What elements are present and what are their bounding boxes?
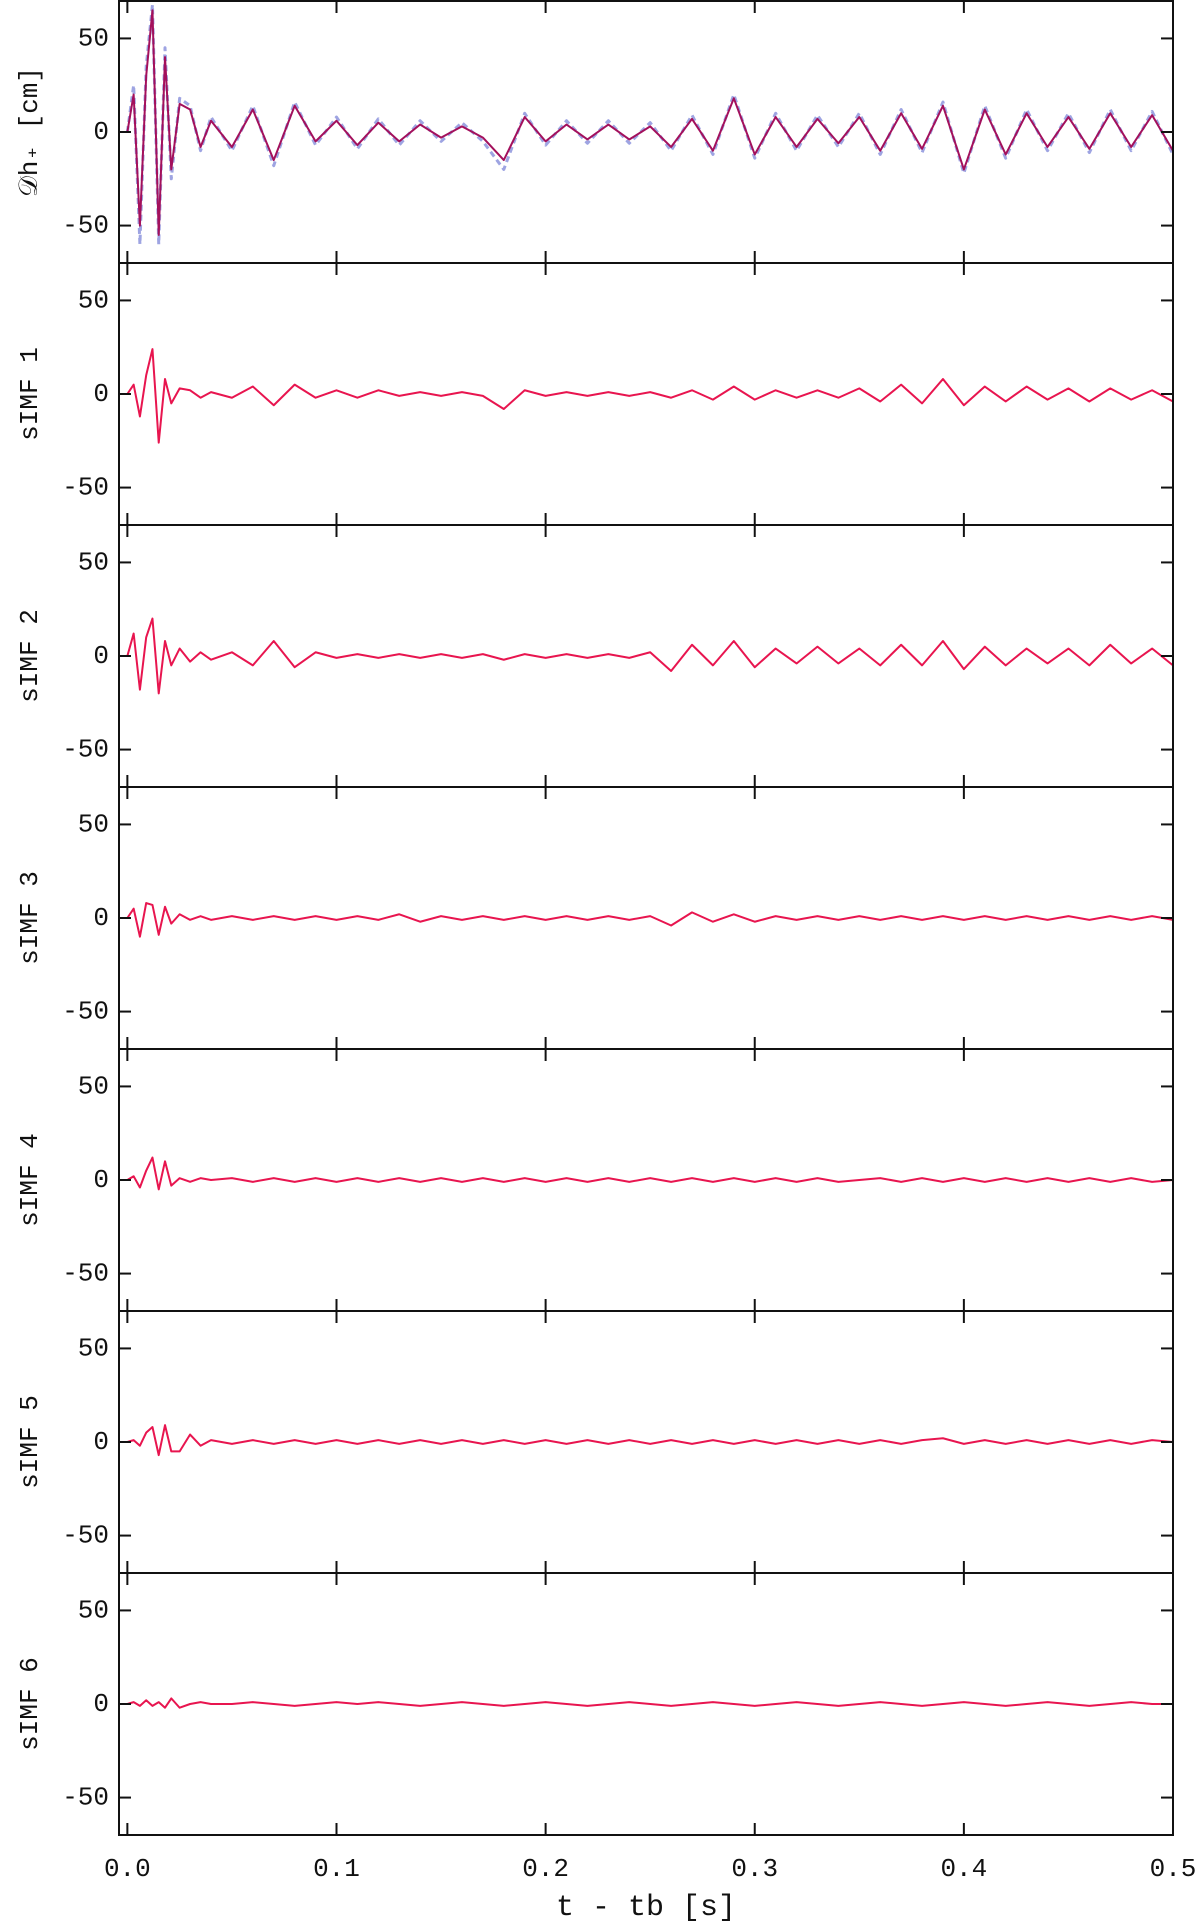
y-tick-label: 0 xyxy=(93,641,109,671)
y-tick-label: -50 xyxy=(62,734,109,764)
x-tick-label: 0.4 xyxy=(940,1854,987,1884)
x-tick-label: 0.0 xyxy=(104,1854,151,1884)
y-tick-label: 0 xyxy=(93,903,109,933)
y-tick-label: -50 xyxy=(62,1782,109,1812)
panel-frame xyxy=(118,0,1174,264)
y-axis-label: sIMF 6 xyxy=(15,1657,45,1751)
y-tick-label: 50 xyxy=(78,23,109,53)
line xyxy=(126,348,1173,444)
y-tick-label: 0 xyxy=(93,1689,109,1719)
panel-frame xyxy=(118,524,1174,788)
x-tick-label: 0.1 xyxy=(313,1854,360,1884)
x-tick-label: 0.3 xyxy=(731,1854,778,1884)
line xyxy=(127,1697,1173,1709)
y-tick-label: 0 xyxy=(93,379,109,409)
y-axis-label: sIMF 5 xyxy=(15,1395,45,1489)
y-tick-label: 50 xyxy=(78,1595,109,1625)
y-tick-label: 50 xyxy=(78,547,109,577)
x-tick-label: 0.5 xyxy=(1150,1854,1197,1884)
y-tick-label: -50 xyxy=(62,210,109,240)
line xyxy=(126,902,1173,938)
line xyxy=(126,617,1173,695)
y-axis-label: sIMF 2 xyxy=(15,609,45,703)
y-axis-label: 𝒟h₊ [cm] xyxy=(15,67,45,197)
y-axis-label: sIMF 1 xyxy=(15,347,45,441)
line xyxy=(126,1156,1173,1191)
y-tick-label: -50 xyxy=(62,1258,109,1288)
y-axis-label: sIMF 4 xyxy=(15,1133,45,1227)
y-tick-label: -50 xyxy=(62,1520,109,1550)
x-axis-label: t - tb [s] xyxy=(556,1891,736,1922)
y-tick-label: 50 xyxy=(78,1333,109,1363)
y-tick-label: 0 xyxy=(93,117,109,147)
line xyxy=(125,3,1173,246)
y-tick-label: 50 xyxy=(78,809,109,839)
y-tick-label: -50 xyxy=(62,472,109,502)
line xyxy=(127,1424,1173,1457)
y-axis-label: sIMF 3 xyxy=(15,871,45,965)
y-tick-label: 0 xyxy=(93,1427,109,1457)
x-tick-label: 0.2 xyxy=(522,1854,569,1884)
line xyxy=(126,9,1173,236)
y-tick-label: 50 xyxy=(78,285,109,315)
y-tick-label: -50 xyxy=(62,996,109,1026)
y-tick-label: 50 xyxy=(78,1071,109,1101)
y-tick-label: 0 xyxy=(93,1165,109,1195)
